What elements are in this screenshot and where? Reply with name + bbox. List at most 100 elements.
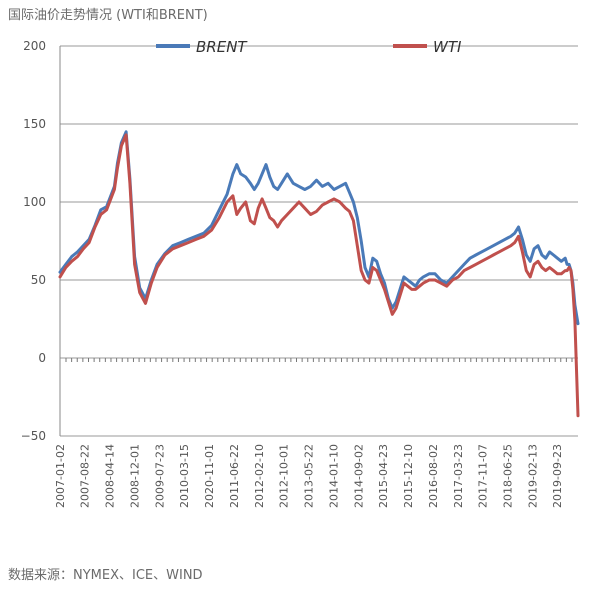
data-point: [59, 276, 61, 278]
data-point: [257, 182, 259, 184]
data-point: [333, 198, 335, 200]
data-point: [379, 273, 382, 275]
data-point: [434, 279, 436, 281]
data-point: [249, 182, 252, 184]
data-point: [298, 185, 300, 187]
data-point: [514, 241, 516, 244]
data-point: [315, 210, 318, 212]
data-point: [475, 263, 477, 265]
data-point: [187, 238, 189, 241]
data-point: [428, 273, 430, 275]
x-tick-label: 2011-06-22: [228, 444, 241, 508]
x-tick-label: 2019-09-23: [551, 444, 564, 508]
x-tick-label: 2008-04-14: [104, 444, 117, 508]
data-point: [566, 270, 568, 272]
data-point: [280, 182, 283, 184]
axes: [59, 46, 573, 436]
data-point: [226, 193, 228, 195]
data-point: [517, 235, 520, 237]
data-point: [451, 276, 454, 278]
series-line-brent: [58, 130, 580, 326]
data-point: [249, 220, 252, 222]
data-point: [218, 217, 220, 219]
data-point: [492, 254, 494, 256]
data-point: [65, 263, 67, 265]
data-point: [298, 201, 300, 203]
data-point: [372, 266, 374, 269]
data-point: [521, 251, 524, 253]
data-point: [156, 266, 158, 269]
data-point: [387, 301, 389, 303]
x-axis-ticks: 2007-01-02 2007-08-22 2008-04-14 2008-12-01…: [54, 444, 564, 508]
data-point: [407, 285, 409, 287]
data-point: [364, 279, 366, 281]
data-point: [134, 263, 136, 265]
data-point: [537, 260, 539, 262]
data-point: [556, 257, 559, 259]
x-tick-label: 2015-04-23: [377, 444, 390, 508]
data-point: [395, 307, 397, 309]
data-point: [510, 245, 512, 247]
data-point: [529, 276, 531, 278]
data-point: [203, 235, 205, 237]
data-point: [545, 257, 547, 259]
data-point: [577, 415, 579, 417]
data-point: [568, 266, 570, 269]
data-point: [144, 302, 147, 304]
data-point: [82, 248, 84, 250]
data-point: [232, 173, 234, 175]
data-point: [280, 220, 283, 222]
data-source-note: 数据来源：NYMEX、ICE、WIND: [8, 568, 203, 583]
data-point: [333, 188, 335, 191]
data-point: [71, 260, 73, 262]
data-point: [486, 248, 489, 250]
legend-label-brent: BRENT: [196, 38, 248, 56]
data-point: [564, 257, 566, 259]
data-point: [364, 266, 366, 269]
data-point: [541, 254, 543, 256]
data-point: [481, 251, 483, 253]
x-tick-label: 2018-06-25: [502, 444, 515, 508]
data-point: [82, 245, 84, 247]
data-point: [310, 213, 312, 216]
data-point: [566, 263, 568, 265]
data-point: [76, 251, 79, 253]
x-tick-label: 2017-03-23: [452, 444, 465, 508]
data-point: [210, 229, 213, 231]
data-point: [572, 288, 574, 290]
data-point: [76, 256, 79, 258]
data-point: [376, 270, 378, 272]
data-point: [245, 201, 247, 203]
data-point: [348, 210, 351, 212]
data-point: [116, 167, 119, 169]
data-point: [570, 270, 572, 272]
data-point: [245, 176, 247, 178]
x-tick-label: 2007-01-02: [54, 444, 67, 508]
x-tick-label: 2016-08-02: [427, 444, 440, 508]
data-point: [352, 220, 354, 222]
data-point: [327, 182, 329, 184]
data-point: [195, 238, 197, 241]
data-point: [236, 213, 238, 216]
data-point: [232, 195, 234, 197]
data-point: [403, 276, 405, 278]
data-point: [179, 245, 182, 247]
x-tick-label: 2009-07-23: [153, 444, 166, 508]
data-point: [414, 285, 417, 287]
data-point: [265, 207, 267, 209]
data-point: [253, 188, 255, 191]
data-point: [418, 285, 421, 287]
data-point: [379, 279, 382, 281]
data-point: [179, 241, 182, 244]
data-point: [273, 220, 275, 222]
data-point: [372, 257, 374, 259]
data-point: [498, 241, 500, 244]
data-point: [348, 192, 351, 194]
data-point: [492, 245, 494, 247]
series-line-wti: [58, 133, 580, 418]
data-point: [327, 201, 329, 203]
data-point: [446, 285, 448, 287]
data-point: [486, 257, 489, 259]
x-tick-label: 2012-10-01: [278, 444, 291, 508]
